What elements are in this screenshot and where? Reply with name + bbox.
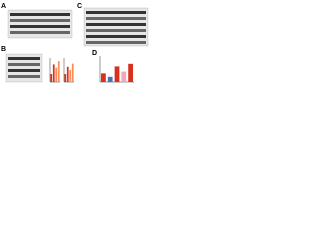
bar — [121, 71, 127, 82]
bar — [52, 64, 55, 82]
bar — [55, 67, 58, 82]
figure: A B C D — [1, 3, 149, 83]
bar — [64, 74, 67, 82]
bar — [66, 66, 69, 82]
panel-label: D — [92, 50, 97, 57]
bar — [107, 76, 113, 82]
panel-label: B — [1, 46, 6, 53]
western-blot — [83, 7, 149, 47]
bar — [128, 63, 133, 82]
western-blot — [5, 53, 43, 83]
bar — [114, 66, 120, 82]
panel-label: A — [1, 3, 6, 10]
bar — [50, 74, 53, 82]
bar — [57, 61, 60, 82]
western-blot — [7, 9, 73, 39]
panel-label: C — [77, 3, 82, 10]
bar — [69, 70, 72, 82]
bar — [71, 63, 74, 82]
bar — [101, 73, 106, 82]
